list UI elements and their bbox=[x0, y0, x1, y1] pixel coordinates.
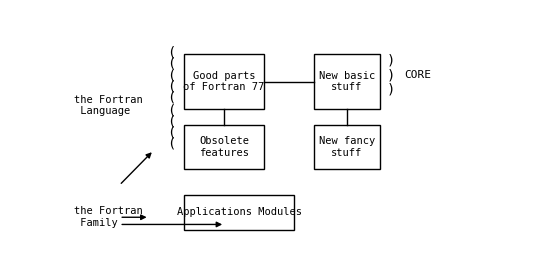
Text: (: ( bbox=[167, 57, 175, 71]
Text: the Fortran
 Language: the Fortran Language bbox=[74, 95, 143, 116]
Text: ): ) bbox=[387, 68, 395, 82]
FancyBboxPatch shape bbox=[184, 54, 264, 109]
Text: (: ( bbox=[167, 79, 175, 93]
FancyBboxPatch shape bbox=[184, 195, 294, 230]
Text: Applications Modules: Applications Modules bbox=[177, 207, 301, 218]
Text: (: ( bbox=[167, 46, 175, 60]
Text: (: ( bbox=[167, 137, 175, 151]
Text: Good parts
of Fortran 77: Good parts of Fortran 77 bbox=[183, 71, 265, 92]
Text: (: ( bbox=[167, 126, 175, 140]
FancyBboxPatch shape bbox=[314, 125, 380, 169]
Text: New fancy
stuff: New fancy stuff bbox=[319, 136, 375, 158]
Text: (: ( bbox=[167, 68, 175, 82]
Text: (: ( bbox=[167, 103, 175, 117]
Text: (: ( bbox=[167, 115, 175, 129]
FancyBboxPatch shape bbox=[314, 54, 380, 109]
Text: the Fortran
 Family: the Fortran Family bbox=[74, 206, 143, 228]
FancyBboxPatch shape bbox=[184, 125, 264, 169]
Text: Obsolete
features: Obsolete features bbox=[199, 136, 249, 158]
Text: CORE: CORE bbox=[404, 70, 431, 80]
Text: ): ) bbox=[387, 83, 395, 97]
Text: ): ) bbox=[387, 54, 395, 68]
Text: (: ( bbox=[167, 90, 175, 104]
Text: New basic
stuff: New basic stuff bbox=[319, 71, 375, 92]
